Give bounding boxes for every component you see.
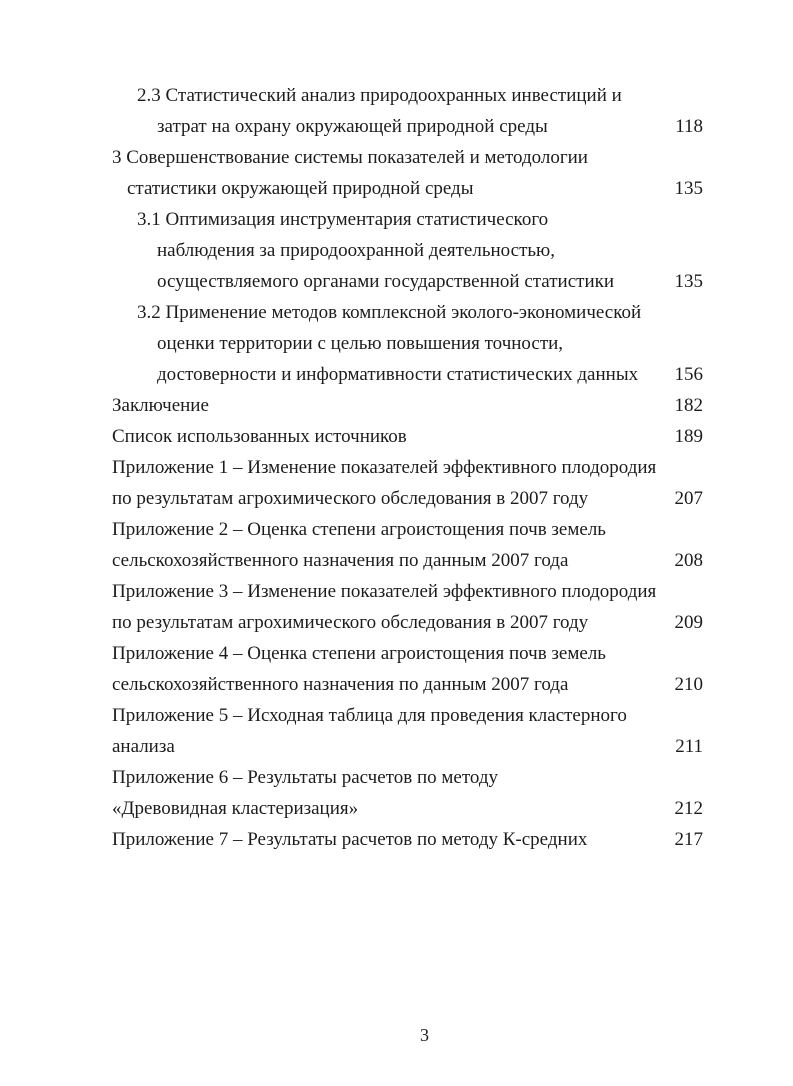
toc-entry-text: «Древовидная кластеризация» xyxy=(112,798,359,819)
toc-entry-text: Приложение 7 – Результаты расчетов по ме… xyxy=(112,829,588,850)
toc-line: затрат на охрану окружающей природной ср… xyxy=(112,111,703,142)
toc-line: анализа 211 xyxy=(112,731,703,762)
toc-entry-page-number: 208 xyxy=(674,550,704,571)
toc-entry-page-number: 135 xyxy=(674,271,704,292)
toc-line: по результатам агрохимического обследова… xyxy=(112,607,703,638)
toc-line: достоверности и информативности статисти… xyxy=(112,359,703,390)
toc-line: 3.1 Оптимизация инструментария статистич… xyxy=(112,204,703,235)
toc-line: Приложение 2 – Оценка степени агроистоще… xyxy=(112,514,703,545)
toc-line: Приложение 1 – Изменение показателей эфф… xyxy=(112,452,703,483)
toc-entry-page-number: 212 xyxy=(674,798,704,819)
toc-entry-page-number: 182 xyxy=(674,395,704,416)
toc-entry-page-number: 118 xyxy=(675,116,703,137)
toc-entry-text: 2.3 Статистический анализ природоохранны… xyxy=(137,85,622,106)
toc-entry-page-number: 217 xyxy=(674,829,704,850)
toc-entry-text: по результатам агрохимического обследова… xyxy=(112,612,589,633)
toc-entry-text: затрат на охрану окружающей природной ср… xyxy=(157,116,548,137)
toc-entry-text: наблюдения за природоохранной деятельнос… xyxy=(157,240,555,261)
toc-line: Заключение 182 xyxy=(112,390,703,421)
toc-entry-text: достоверности и информативности статисти… xyxy=(157,364,639,385)
toc-entry-page-number: 211 xyxy=(675,736,703,757)
toc-line: Приложение 4 – Оценка степени агроистоще… xyxy=(112,638,703,669)
toc-line: Приложение 7 – Результаты расчетов по ме… xyxy=(112,824,703,855)
toc-entry-page-number: 207 xyxy=(674,488,704,509)
toc-line: сельскохозяйственного назначения по данн… xyxy=(112,669,703,700)
toc-entry-text: 3.1 Оптимизация инструментария статистич… xyxy=(137,209,549,230)
toc-entry-text: сельскохозяйственного назначения по данн… xyxy=(112,674,569,695)
toc-entry-page-number: 209 xyxy=(674,612,704,633)
toc-line: 3.2 Применение методов комплексной эколо… xyxy=(112,297,703,328)
toc-line: Приложение 6 – Результаты расчетов по ме… xyxy=(112,762,703,793)
toc-entry-text: Приложение 3 – Изменение показателей эфф… xyxy=(112,581,657,602)
toc-entry-page-number: 135 xyxy=(674,178,704,199)
toc-entry-text: по результатам агрохимического обследова… xyxy=(112,488,589,509)
toc-entry-text: 3.2 Применение методов комплексной эколо… xyxy=(137,302,642,323)
page-number-footer: 3 xyxy=(0,1020,793,1052)
toc-line: 3 Совершенствование системы показателей … xyxy=(112,142,703,173)
toc-line: статистики окружающей природной среды 13… xyxy=(112,173,703,204)
toc-entry-text: анализа xyxy=(112,736,175,757)
toc-line: Приложение 3 – Изменение показателей эфф… xyxy=(112,576,703,607)
toc-line: по результатам агрохимического обследова… xyxy=(112,483,703,514)
toc-entry-text: Приложение 4 – Оценка степени агроистоще… xyxy=(112,643,606,664)
toc-line: 2.3 Статистический анализ природоохранны… xyxy=(112,80,703,111)
toc-entry-text: Заключение xyxy=(112,395,209,416)
toc-entry-text: осуществляемого органами государственной… xyxy=(157,271,615,292)
toc-entry-text: Приложение 1 – Изменение показателей эфф… xyxy=(112,457,657,478)
page-number: 3 xyxy=(420,1025,429,1045)
toc-entry-page-number: 156 xyxy=(674,364,704,385)
toc-entry-page-number: 210 xyxy=(674,674,704,695)
toc-entry-text: Список использованных источников xyxy=(112,426,407,447)
toc-entry-text: Приложение 5 – Исходная таблица для пров… xyxy=(112,705,627,726)
toc-entry-text: статистики окружающей природной среды xyxy=(127,178,474,199)
toc-entry-text: 3 Совершенствование системы показателей … xyxy=(112,147,588,168)
table-of-contents: 2.3 Статистический анализ природоохранны… xyxy=(112,80,703,855)
toc-line: «Древовидная кластеризация» 212 xyxy=(112,793,703,824)
toc-line: сельскохозяйственного назначения по данн… xyxy=(112,545,703,576)
toc-line: оценки территории с целью повышения точн… xyxy=(112,328,703,359)
toc-entry-text: сельскохозяйственного назначения по данн… xyxy=(112,550,569,571)
toc-line: Список использованных источников 189 xyxy=(112,421,703,452)
toc-entry-text: Приложение 6 – Результаты расчетов по ме… xyxy=(112,767,498,788)
toc-entry-text: оценки территории с целью повышения точн… xyxy=(157,333,564,354)
toc-entry-text: Приложение 2 – Оценка степени агроистоще… xyxy=(112,519,606,540)
toc-entry-page-number: 189 xyxy=(674,426,704,447)
toc-line: наблюдения за природоохранной деятельнос… xyxy=(112,235,703,266)
toc-line: осуществляемого органами государственной… xyxy=(112,266,703,297)
toc-line: Приложение 5 – Исходная таблица для пров… xyxy=(112,700,703,731)
